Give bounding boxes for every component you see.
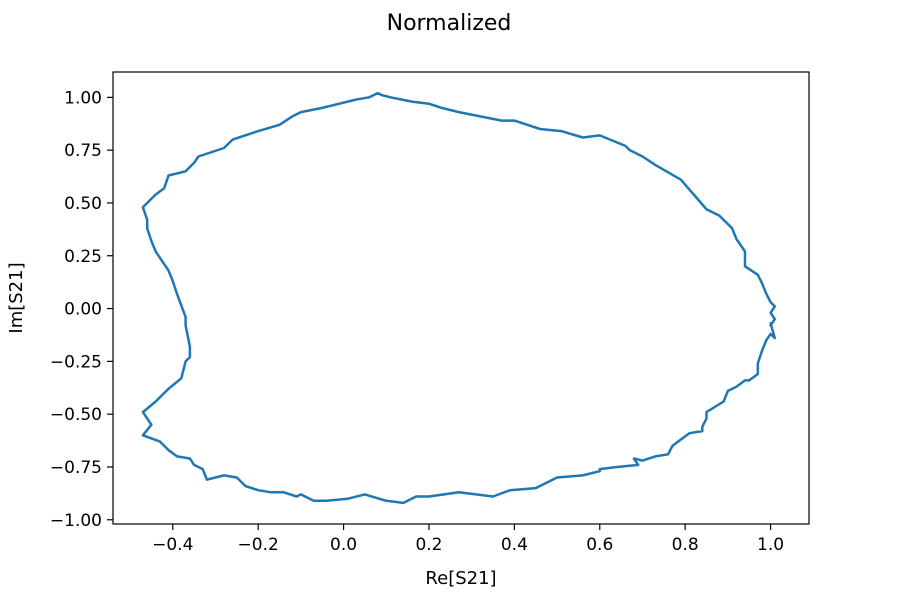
x-tick-label: −0.4	[152, 535, 193, 555]
series-line-s21	[141, 91, 777, 505]
y-tick-label: 0.75	[64, 141, 102, 161]
y-tick-label: 1.00	[64, 88, 102, 108]
chart-title: Normalized	[387, 11, 512, 36]
x-tick-label: 0.2	[415, 535, 442, 555]
plot-area	[112, 71, 810, 525]
x-tick-label: 0.0	[330, 535, 357, 555]
y-tick-label: 0.00	[64, 300, 102, 320]
y-tick-label: −0.50	[50, 405, 102, 425]
axes-frame	[112, 71, 810, 525]
y-tick-label: −0.25	[50, 352, 102, 372]
y-tick-label: 0.50	[64, 194, 102, 214]
x-tick-label: 0.4	[501, 535, 528, 555]
y-tick-label: −0.75	[50, 458, 102, 478]
y-tick-label: 0.25	[64, 247, 102, 267]
x-tick-label: 1.0	[757, 535, 784, 555]
x-axis: −0.4 −0.2 0.0 0.2 0.4 0.6 0.8 1.0	[152, 524, 784, 555]
y-tick-label: −1.00	[50, 511, 102, 531]
y-axis-label: Im[S21]	[6, 262, 27, 333]
x-tick-label: −0.2	[238, 535, 279, 555]
x-tick-label: 0.8	[672, 535, 699, 555]
x-axis-label: Re[S21]	[425, 568, 496, 589]
x-tick-label: 0.6	[586, 535, 613, 555]
y-axis: −1.00 −0.75 −0.50 −0.25 0.00 0.25 0.50 0.75 1.00	[50, 88, 113, 531]
